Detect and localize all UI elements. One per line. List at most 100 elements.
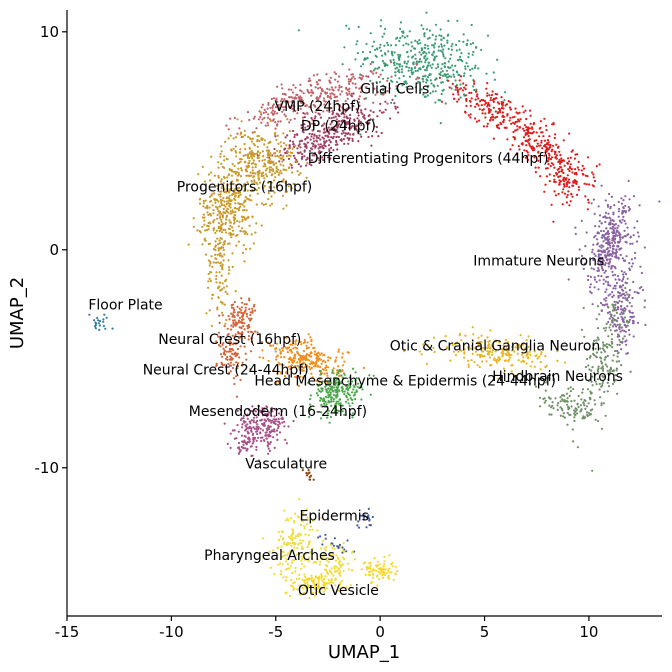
data-point	[310, 84, 313, 87]
data-point	[274, 152, 277, 155]
data-point	[227, 174, 230, 177]
data-point	[326, 135, 329, 138]
data-point	[628, 301, 631, 304]
data-point	[601, 267, 604, 270]
data-point	[317, 585, 320, 588]
data-point	[243, 322, 246, 325]
data-point	[272, 163, 275, 166]
data-point	[581, 164, 584, 167]
data-point	[230, 187, 233, 190]
data-point	[222, 347, 225, 350]
data-point	[543, 397, 546, 400]
data-point	[514, 346, 517, 349]
data-point	[236, 305, 239, 308]
data-point	[336, 566, 339, 569]
data-point	[244, 169, 248, 172]
data-point	[539, 353, 543, 356]
data-point	[357, 114, 360, 117]
data-point	[500, 106, 503, 110]
data-point	[348, 404, 351, 407]
data-point	[451, 42, 454, 46]
data-point	[230, 236, 233, 239]
data-point	[243, 336, 246, 340]
data-point	[236, 347, 239, 351]
data-point	[424, 69, 427, 72]
data-point	[346, 136, 349, 140]
data-point	[394, 74, 397, 77]
data-point	[288, 361, 291, 364]
data-point	[270, 419, 274, 422]
data-point	[313, 134, 316, 137]
data-point	[267, 150, 270, 153]
data-point	[316, 558, 320, 561]
data-point	[388, 571, 391, 574]
data-point	[346, 562, 349, 565]
data-point	[603, 234, 606, 237]
data-point	[302, 361, 305, 364]
data-point	[250, 233, 253, 236]
data-point	[294, 570, 297, 573]
data-point	[598, 382, 601, 385]
data-point	[492, 118, 495, 121]
data-point	[386, 79, 389, 82]
data-point	[213, 218, 216, 221]
data-point	[597, 267, 600, 270]
data-point	[208, 221, 211, 224]
data-point	[625, 343, 628, 346]
data-point	[275, 429, 278, 432]
data-point	[264, 434, 267, 437]
data-point	[237, 189, 240, 193]
data-point	[459, 75, 463, 78]
data-point	[390, 52, 394, 55]
data-point	[418, 51, 421, 54]
data-point	[549, 158, 553, 161]
data-point	[300, 547, 303, 551]
data-point	[325, 403, 328, 406]
data-point	[334, 577, 337, 580]
data-point	[527, 335, 530, 338]
data-point	[233, 311, 236, 314]
data-point	[209, 262, 212, 265]
data-point	[229, 432, 232, 435]
data-point	[323, 122, 326, 125]
data-point	[250, 199, 253, 202]
data-point	[277, 361, 280, 364]
data-point	[441, 89, 444, 92]
data-point	[425, 362, 429, 365]
data-point	[293, 117, 296, 120]
cluster-neural-crest-16hpf	[215, 297, 264, 398]
data-point	[210, 297, 213, 300]
data-point	[357, 111, 360, 114]
data-point	[234, 351, 237, 354]
data-point	[563, 185, 566, 188]
data-point	[578, 248, 581, 251]
data-point	[565, 185, 568, 188]
data-point	[283, 509, 286, 512]
data-point	[283, 374, 286, 378]
data-point	[227, 341, 230, 344]
data-point	[527, 154, 530, 157]
data-point	[102, 318, 105, 321]
data-point	[245, 303, 248, 306]
data-point	[613, 300, 616, 303]
data-point	[220, 150, 223, 153]
data-point	[362, 75, 365, 78]
data-point	[553, 180, 556, 183]
data-point	[295, 347, 299, 350]
data-point	[353, 77, 356, 80]
data-point	[592, 173, 595, 176]
data-point	[554, 133, 557, 136]
data-point	[405, 62, 408, 65]
data-point	[274, 106, 277, 109]
data-point	[441, 51, 444, 54]
data-point	[551, 404, 554, 407]
data-point	[251, 405, 254, 408]
data-point	[257, 118, 260, 121]
data-point	[334, 379, 337, 382]
data-point	[403, 350, 406, 353]
data-point	[249, 314, 252, 317]
data-point	[449, 57, 452, 60]
data-point	[493, 359, 496, 362]
data-point	[254, 330, 257, 333]
data-point	[557, 170, 561, 174]
